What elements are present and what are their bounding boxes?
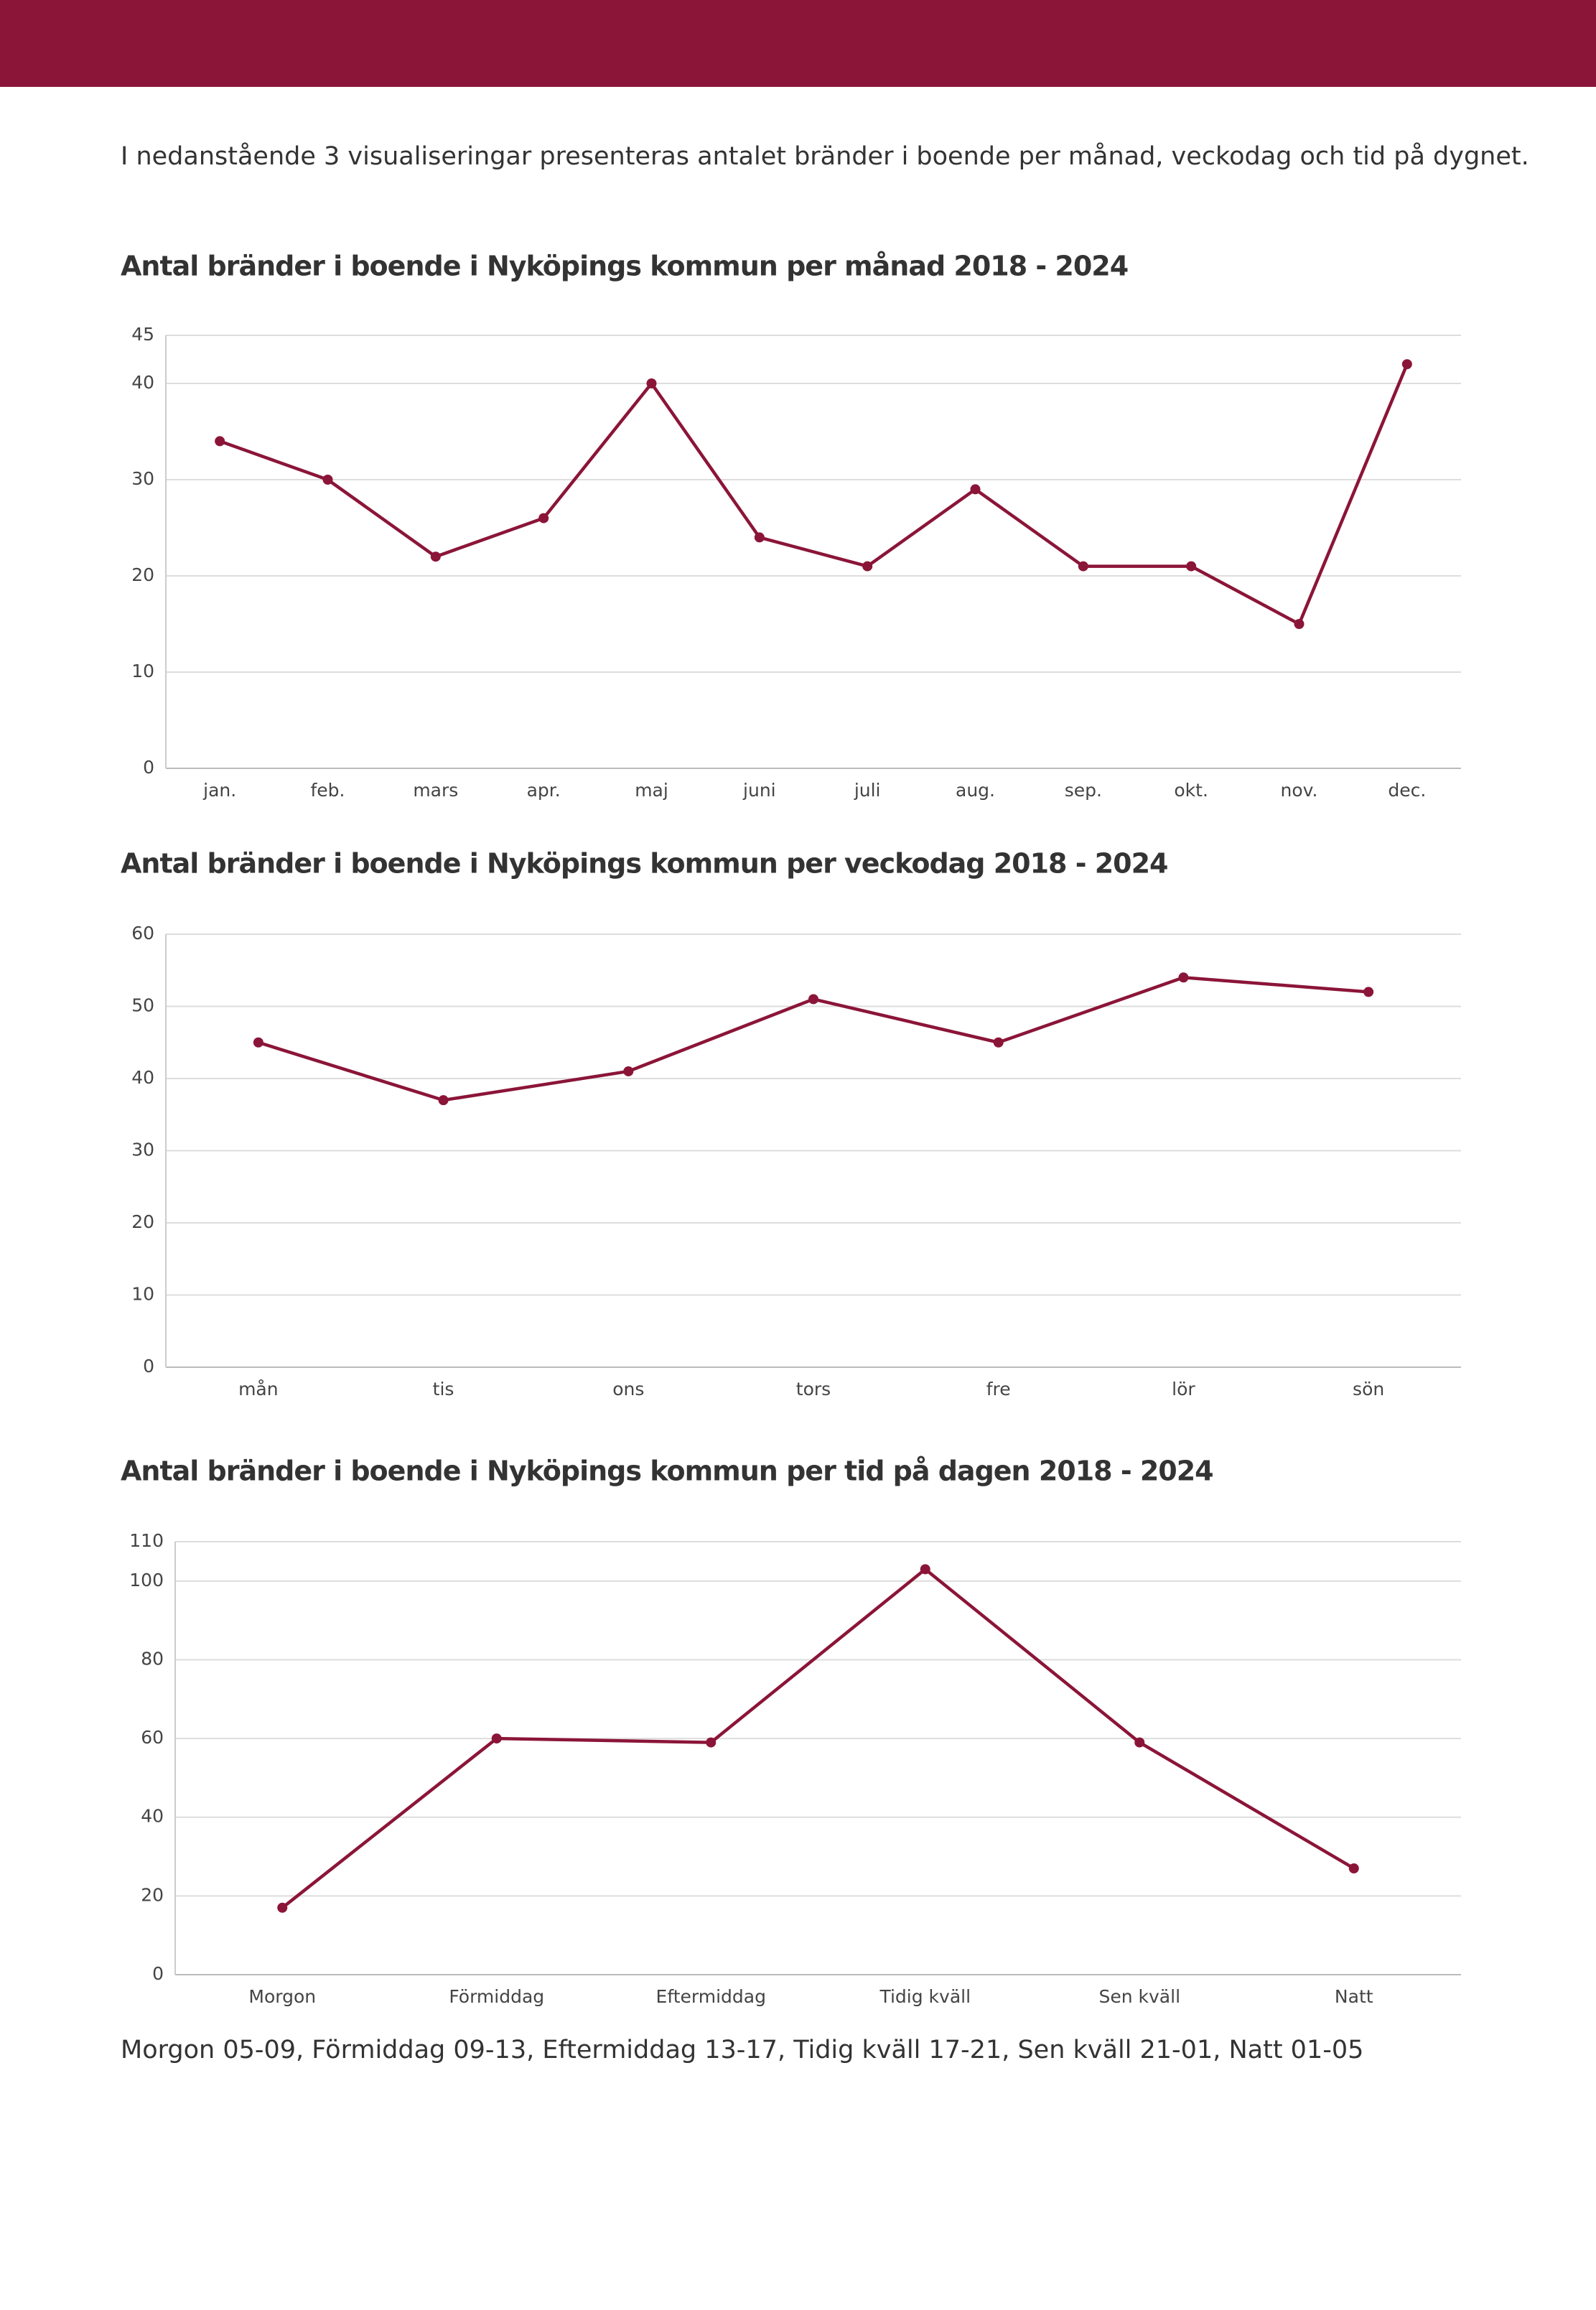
- x-tick-label: sep.: [1065, 780, 1102, 801]
- x-tick-label: Sen kväll: [1098, 1986, 1180, 2007]
- y-tick-label: 50: [131, 995, 154, 1016]
- data-point: [706, 1737, 717, 1748]
- header-bar: [0, 0, 1596, 87]
- y-tick-label: 20: [131, 1211, 154, 1232]
- x-tick-label: tors: [796, 1379, 831, 1399]
- y-tick-label: 30: [131, 1140, 154, 1160]
- x-tick-label: dec.: [1388, 780, 1426, 801]
- x-tick-label: feb.: [311, 780, 345, 801]
- y-tick-label: 110: [129, 1530, 164, 1551]
- y-tick-label: 0: [143, 757, 154, 778]
- data-point: [1294, 619, 1305, 629]
- y-tick-label: 60: [141, 1727, 164, 1748]
- y-tick-label: 80: [141, 1648, 164, 1669]
- y-tick-label: 20: [141, 1884, 164, 1905]
- y-tick-label: 40: [131, 1067, 154, 1088]
- data-point: [623, 1066, 634, 1076]
- data-point: [1186, 561, 1197, 572]
- data-point: [993, 1037, 1004, 1048]
- x-tick-label: lör: [1172, 1379, 1195, 1399]
- x-tick-label: Morgon: [248, 1986, 316, 2007]
- data-point: [491, 1733, 502, 1744]
- data-point: [1078, 561, 1088, 572]
- data-point: [754, 532, 765, 543]
- x-tick-label: mån: [238, 1379, 279, 1399]
- y-tick-label: 0: [152, 1963, 164, 1984]
- data-point: [277, 1902, 288, 1913]
- data-point: [808, 994, 818, 1005]
- x-tick-label: mars: [413, 780, 458, 801]
- y-tick-label: 45: [131, 324, 154, 345]
- x-tick-label: Tidig kväll: [879, 1986, 971, 2007]
- data-point: [430, 551, 441, 562]
- x-tick-label: Förmiddag: [449, 1986, 544, 2007]
- y-tick-label: 40: [141, 1806, 164, 1827]
- y-tick-label: 100: [129, 1570, 164, 1591]
- data-point: [646, 378, 657, 388]
- data-point: [438, 1095, 449, 1106]
- x-tick-label: ons: [612, 1379, 644, 1399]
- chart-title: Antal bränder i boende i Nyköpings kommu…: [121, 1456, 1213, 1487]
- footnote: Morgon 05-09, Förmiddag 09-13, Eftermidd…: [121, 2036, 1363, 2064]
- x-tick-label: sön: [1353, 1379, 1384, 1399]
- x-tick-label: Eftermiddag: [656, 1986, 766, 2007]
- data-point: [1348, 1863, 1359, 1873]
- x-tick-label: aug.: [956, 780, 995, 801]
- x-tick-label: apr.: [527, 780, 561, 801]
- chart-title: Antal bränder i boende i Nyköpings kommu…: [121, 251, 1128, 282]
- data-point: [253, 1037, 263, 1048]
- x-tick-label: juni: [742, 780, 776, 801]
- y-tick-label: 10: [131, 661, 154, 681]
- data-point: [1401, 359, 1412, 370]
- data-point: [920, 1564, 930, 1575]
- data-point: [1363, 987, 1374, 997]
- intro-text: I nedanstående 3 visualiseringar present…: [121, 141, 1529, 171]
- data-line: [281, 1568, 1355, 1909]
- x-tick-label: nov.: [1281, 780, 1318, 801]
- y-tick-label: 20: [131, 564, 154, 585]
- x-tick-label: tis: [433, 1379, 454, 1399]
- x-tick-label: Natt: [1335, 1986, 1373, 2007]
- x-tick-label: maj: [635, 780, 668, 801]
- data-point: [1134, 1737, 1145, 1748]
- data-point: [322, 475, 333, 485]
- data-line: [219, 363, 1409, 626]
- y-tick-label: 0: [143, 1356, 154, 1377]
- y-tick-label: 60: [131, 923, 154, 944]
- data-point: [862, 561, 873, 572]
- x-tick-label: juli: [854, 780, 881, 801]
- data-point: [215, 436, 225, 447]
- data-point: [1178, 972, 1189, 983]
- data-point: [970, 484, 981, 495]
- y-tick-label: 30: [131, 468, 154, 489]
- x-tick-label: jan.: [202, 780, 236, 801]
- x-tick-label: okt.: [1174, 780, 1208, 801]
- x-tick-label: fre: [986, 1379, 1011, 1399]
- chart-title: Antal bränder i boende i Nyköpings kommu…: [121, 848, 1168, 880]
- y-tick-label: 40: [131, 372, 154, 393]
- y-tick-label: 10: [131, 1284, 154, 1305]
- data-point: [538, 513, 549, 523]
